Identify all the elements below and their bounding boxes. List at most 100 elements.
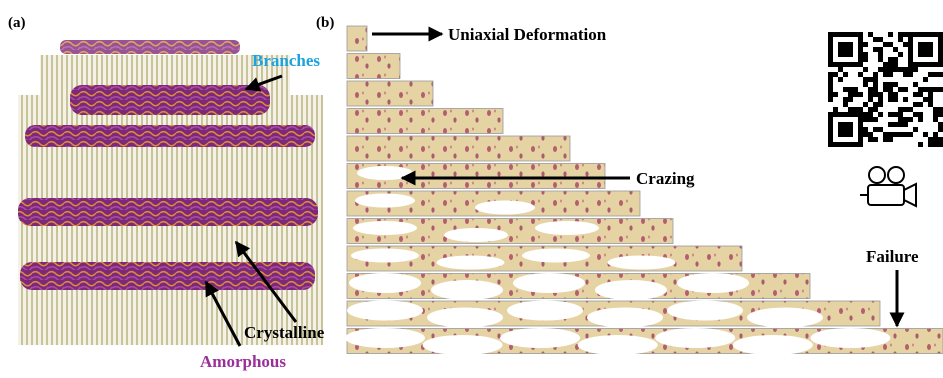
qr-module — [928, 32, 933, 37]
qr-module — [903, 117, 908, 122]
qr-module — [873, 77, 878, 82]
qr-module — [873, 117, 878, 122]
qr-module — [858, 62, 863, 67]
camera-icon — [860, 167, 916, 206]
qr-module — [833, 62, 838, 67]
qr-module — [843, 72, 848, 77]
qr-module — [848, 92, 853, 97]
void — [747, 308, 823, 328]
qr-module — [848, 132, 853, 137]
qr-module — [928, 92, 933, 97]
qr-module — [858, 57, 863, 62]
qr-module — [838, 127, 843, 132]
qr-module — [933, 132, 938, 137]
qr-module — [898, 122, 903, 127]
qr-module — [878, 127, 883, 132]
qr-module — [863, 77, 868, 82]
qr-module — [888, 97, 893, 102]
qr-module — [828, 142, 833, 147]
qr-module — [928, 72, 933, 77]
qr-module — [843, 127, 848, 132]
qr-module — [848, 87, 853, 92]
void — [423, 335, 503, 355]
qr-module — [828, 122, 833, 127]
qr-module — [938, 137, 943, 142]
qr-module — [868, 137, 873, 142]
qr-module — [848, 127, 853, 132]
qr-module — [923, 62, 928, 67]
qr-module — [888, 87, 893, 92]
void — [437, 256, 505, 270]
qr-module — [938, 37, 943, 42]
qr-module — [903, 107, 908, 112]
qr-module — [888, 92, 893, 97]
qr-module — [843, 87, 848, 92]
qr-module — [898, 32, 903, 37]
qr-module — [848, 112, 853, 117]
qr-module — [888, 132, 893, 137]
qr-module — [928, 137, 933, 142]
qr-module — [878, 37, 883, 42]
qr-module — [908, 42, 913, 47]
qr-module — [893, 62, 898, 67]
qr-module — [858, 117, 863, 122]
qr-module — [853, 87, 858, 92]
qr-module — [878, 92, 883, 97]
qr-module — [923, 32, 928, 37]
qr-module — [938, 57, 943, 62]
qr-module — [933, 112, 938, 117]
snapshot — [347, 136, 570, 161]
qr-module — [843, 32, 848, 37]
qr-module — [923, 132, 928, 137]
void — [345, 328, 425, 348]
qr-module — [863, 52, 868, 57]
qr-module — [838, 42, 843, 47]
qr-module — [938, 42, 943, 47]
qr-module — [878, 47, 883, 52]
qr-module — [888, 67, 893, 72]
qr-module — [828, 97, 833, 102]
qr-module — [928, 102, 933, 107]
panel-label: (b) — [316, 15, 334, 31]
void — [587, 308, 663, 328]
qr-module — [828, 112, 833, 117]
qr-module — [868, 32, 873, 37]
qr-module — [898, 37, 903, 42]
qr-module — [863, 102, 868, 107]
void — [677, 273, 749, 293]
qr-module — [878, 97, 883, 102]
qr-module — [908, 62, 913, 67]
qr-module — [928, 97, 933, 102]
qr-module — [903, 122, 908, 127]
qr-module — [928, 42, 933, 47]
qr-module — [903, 42, 908, 47]
qr-module — [933, 62, 938, 67]
annotation: Uniaxial Deformation — [448, 25, 607, 44]
qr-module — [868, 132, 873, 137]
qr-module — [838, 67, 843, 72]
qr-module — [933, 117, 938, 122]
void — [810, 328, 890, 348]
qr-module — [923, 42, 928, 47]
qr-module — [898, 52, 903, 57]
qr-module — [873, 82, 878, 87]
qr-module — [863, 42, 868, 47]
qr-module — [933, 72, 938, 77]
qr-module — [863, 127, 868, 132]
void — [475, 201, 535, 215]
snapshot — [347, 54, 400, 79]
qr-module — [908, 57, 913, 62]
qr-module — [883, 132, 888, 137]
qr-module — [873, 72, 878, 77]
qr-module — [908, 72, 913, 77]
qr-module — [878, 57, 883, 62]
void — [444, 228, 508, 242]
void — [353, 221, 417, 235]
qr-module — [933, 32, 938, 37]
qr-module — [858, 127, 863, 132]
qr-module — [928, 62, 933, 67]
qr-module — [918, 142, 923, 147]
qr-module — [893, 92, 898, 97]
qr-module — [883, 42, 888, 47]
qr-module — [828, 77, 833, 82]
